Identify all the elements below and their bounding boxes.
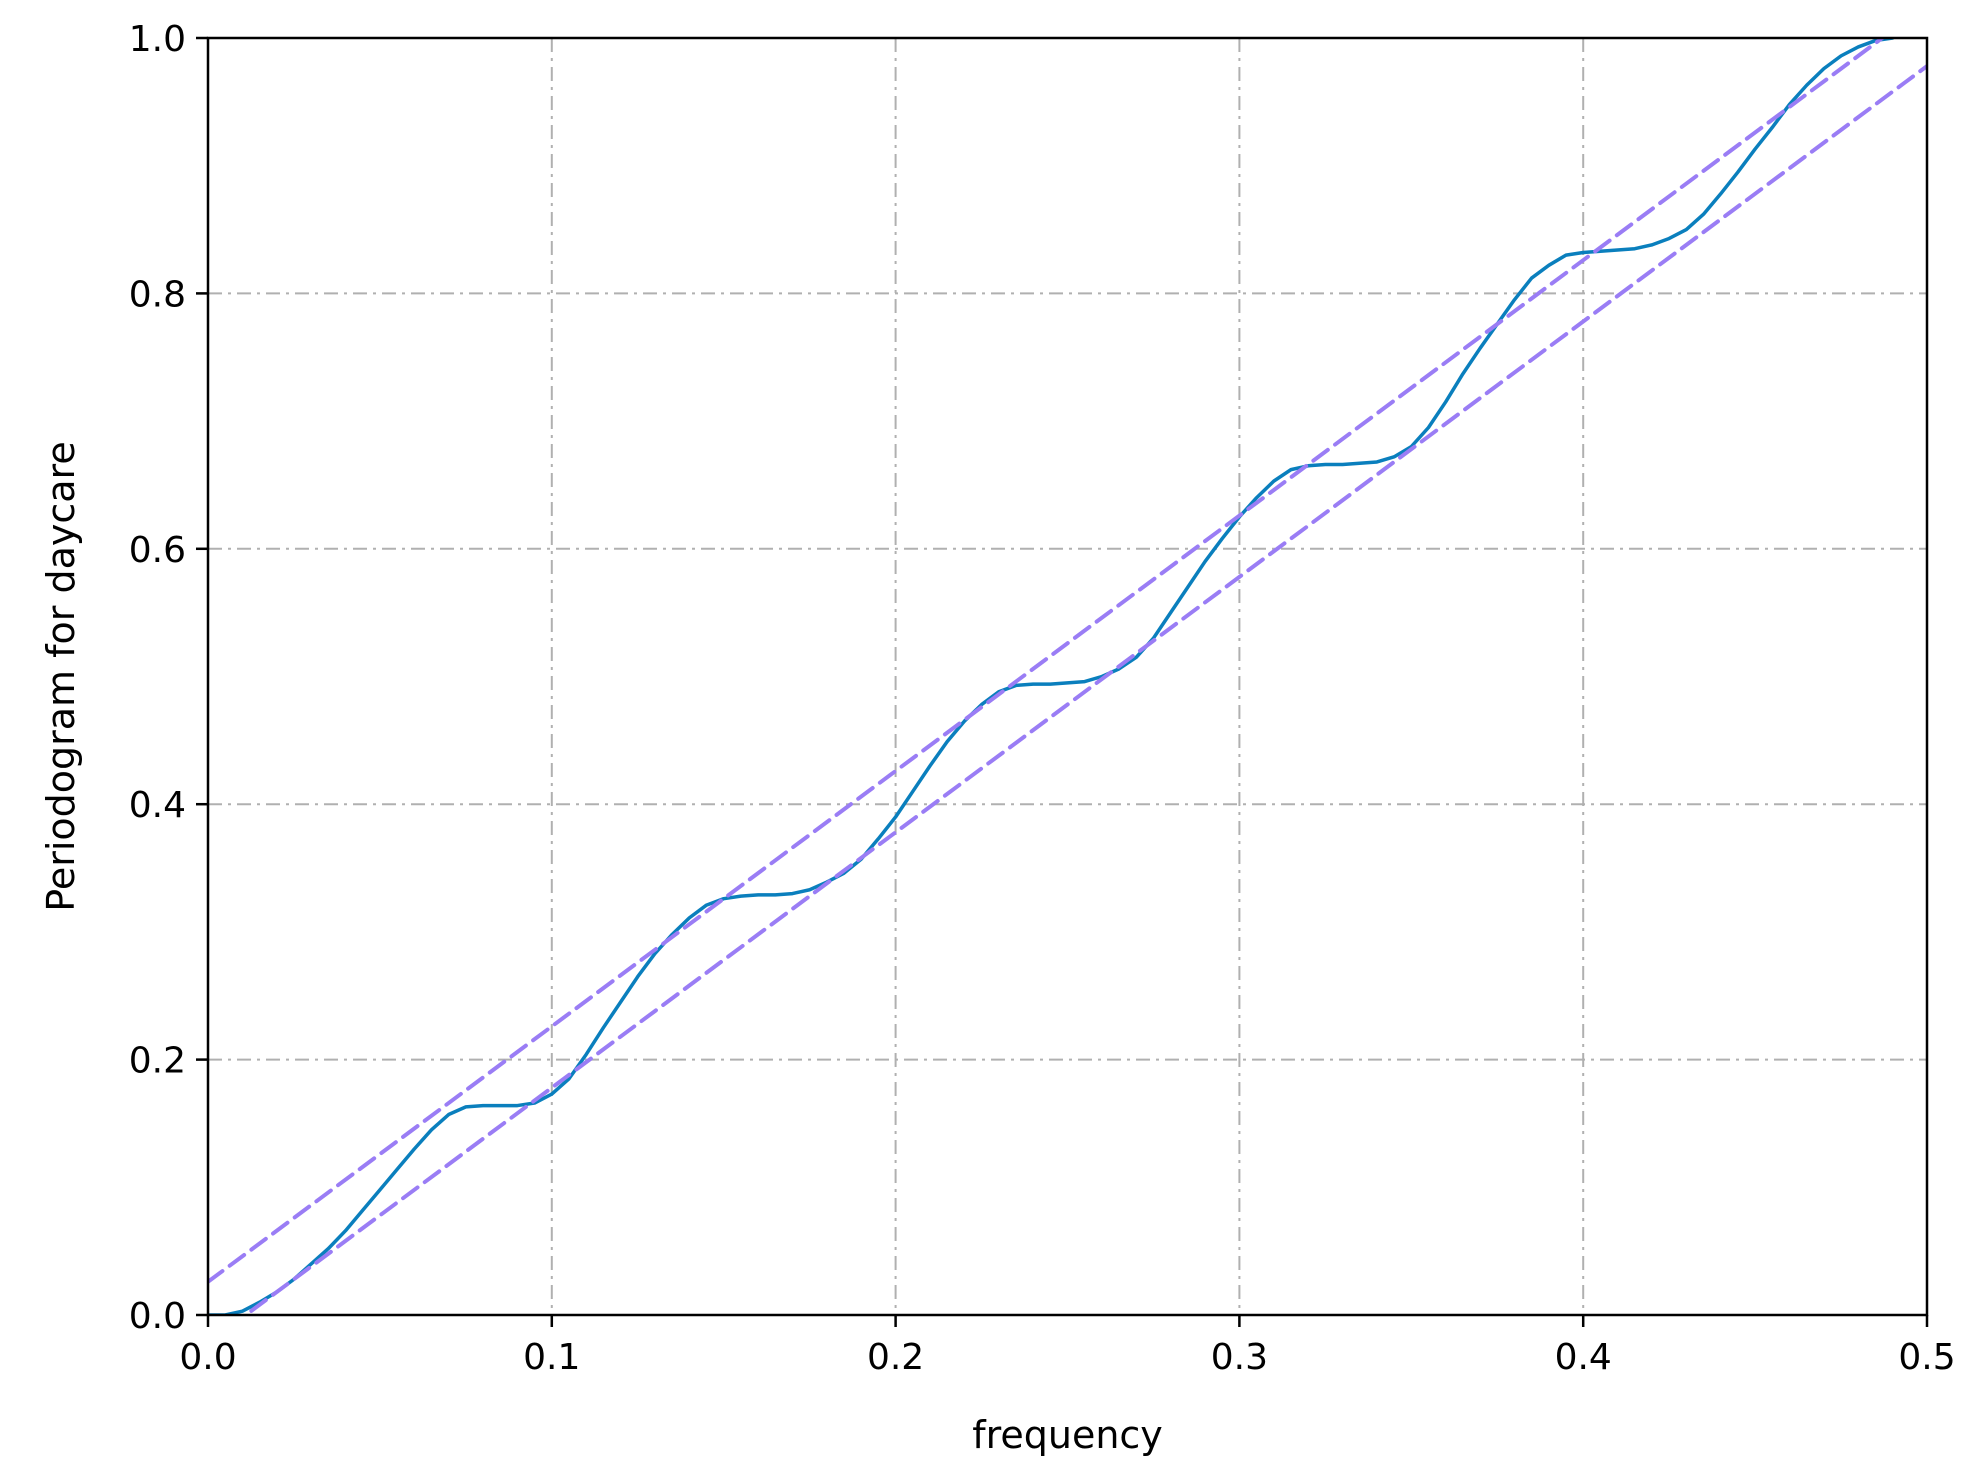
bound-line-1	[208, 38, 1886, 1284]
x-tick-label-2: 0.2	[867, 1337, 924, 1378]
x-axis-ticks: 0.0 0.1 0.2 0.3 0.4 0.5	[179, 1315, 1956, 1378]
x-tick-label-3: 0.3	[1211, 1337, 1268, 1378]
x-tick-label-4: 0.4	[1555, 1337, 1612, 1378]
periodogram-line	[208, 38, 1895, 1315]
x-axis-title: frequency	[972, 1413, 1163, 1457]
y-tick-label-4: 0.8	[129, 274, 186, 315]
bound-line-2	[242, 64, 1927, 1315]
y-axis-title: Periodogram for daycare	[39, 441, 83, 911]
y-tick-label-1: 0.2	[129, 1041, 186, 1082]
y-tick-label-3: 0.6	[129, 530, 186, 571]
grid-lines	[208, 38, 1927, 1315]
y-tick-label-2: 0.4	[129, 785, 186, 826]
plot-area	[208, 38, 1927, 1315]
x-tick-label-5: 0.5	[1898, 1337, 1955, 1378]
y-tick-label-0: 0.0	[129, 1296, 186, 1337]
y-axis-ticks: 0.0 0.2 0.4 0.6 0.8 1.0	[129, 19, 208, 1337]
x-tick-label-1: 0.1	[523, 1337, 580, 1378]
y-tick-label-5: 1.0	[129, 19, 186, 60]
x-tick-label-0: 0.0	[179, 1337, 236, 1378]
axes-frame	[206, 36, 1929, 1317]
